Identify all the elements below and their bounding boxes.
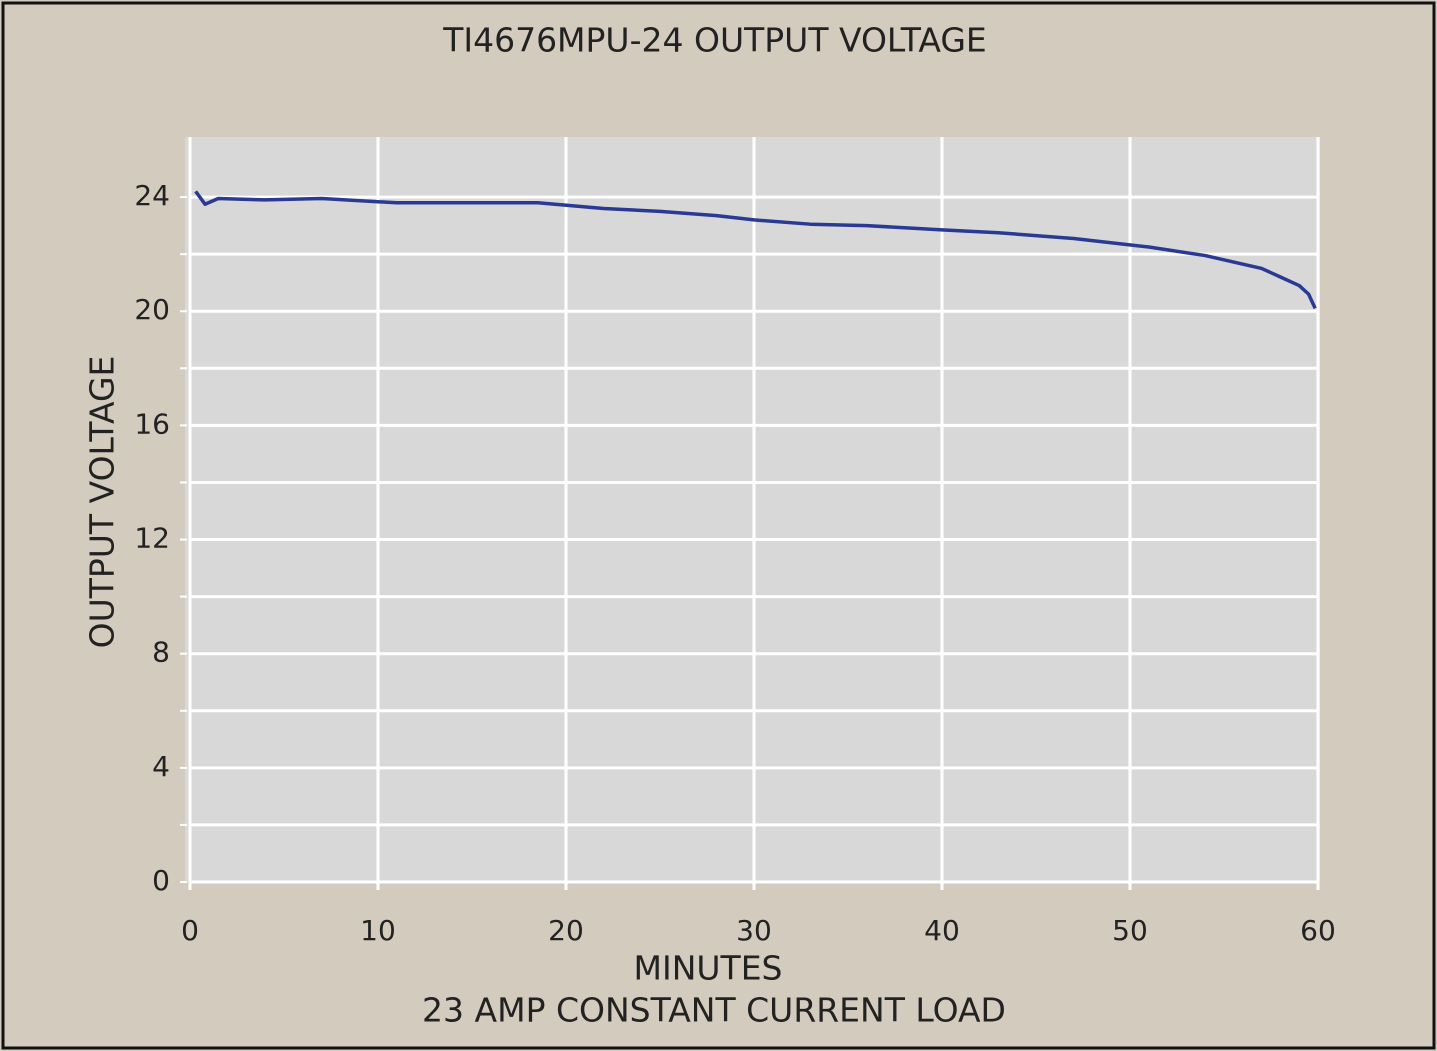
data-line bbox=[194, 190, 1317, 310]
x-tick-label: 30 bbox=[736, 914, 772, 947]
chart-title: TI4676MPU-24 OUTPUT VOLTAGE bbox=[442, 21, 987, 60]
y-tick-label: 12 bbox=[134, 522, 170, 555]
x-axis-label: MINUTES bbox=[634, 949, 783, 988]
y-tick-label: 16 bbox=[134, 407, 170, 440]
x-axis-sublabel: 23 AMP CONSTANT CURRENT LOAD bbox=[422, 991, 1006, 1030]
y-tick-label: 20 bbox=[134, 293, 170, 326]
y-tick-label: 0 bbox=[152, 864, 170, 897]
x-tick-label: 50 bbox=[1112, 914, 1148, 947]
y-tick-label: 4 bbox=[152, 750, 170, 783]
x-tick-label: 0 bbox=[181, 914, 199, 947]
x-tick-label: 10 bbox=[360, 914, 396, 947]
x-tick-label: 20 bbox=[548, 914, 584, 947]
y-tick-label: 8 bbox=[152, 636, 170, 669]
y-axis-label: OUTPUT VOLTAGE bbox=[83, 356, 122, 649]
y-tick-label: 24 bbox=[134, 179, 170, 212]
x-tick-label: 60 bbox=[1300, 914, 1336, 947]
x-tick-label: 40 bbox=[924, 914, 960, 947]
